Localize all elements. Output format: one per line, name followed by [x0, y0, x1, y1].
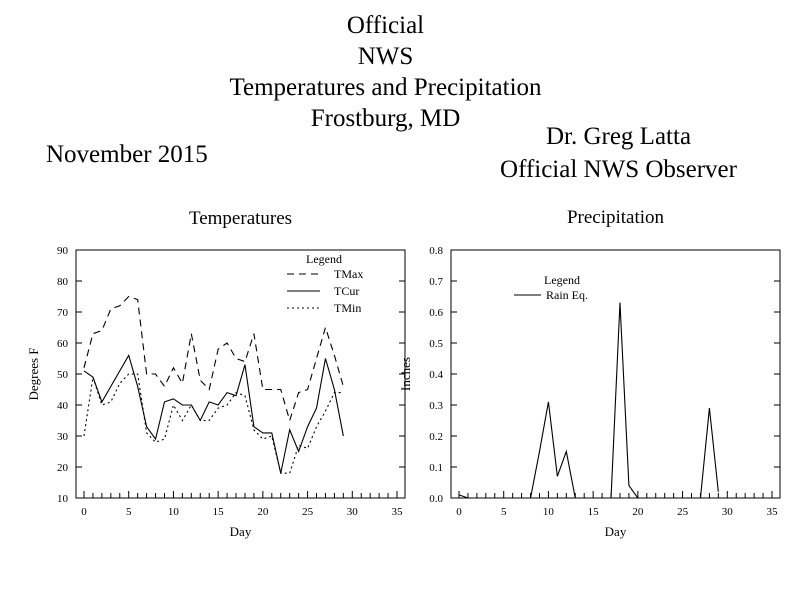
y-tick-label: 20: [57, 462, 69, 474]
x-tick-label: 5: [126, 506, 132, 518]
x-tick-label: 10: [168, 506, 180, 518]
x-tick-label: 25: [302, 506, 314, 518]
legend-label: TMax: [334, 267, 363, 281]
y-tick-label: 70: [57, 307, 69, 319]
legend-label: Rain Eq.: [546, 288, 588, 302]
x-tick-label: 20: [257, 506, 269, 518]
chart-title: Precipitation: [567, 207, 665, 228]
y-tick-label: 0.2: [429, 431, 443, 443]
x-tick-label: 20: [632, 506, 644, 518]
y-tick-label: 30: [57, 431, 69, 443]
y-tick-label: 0.5: [429, 338, 443, 350]
y-tick-label: 0.8: [429, 245, 443, 257]
series-line-tcur: [83, 354, 344, 474]
y-tick-label: 90: [57, 245, 69, 257]
observer-title: Official NWS Observer: [500, 156, 737, 183]
x-tick-label: 30: [722, 506, 734, 518]
legend-label: TMin: [334, 301, 361, 315]
observer-block: Dr. Greg Latta Official NWS Observer: [486, 120, 751, 186]
y-tick-label: 80: [57, 276, 69, 288]
header-title-block: Official NWS Temperatures and Precipitat…: [213, 10, 558, 134]
x-tick-label: 35: [767, 506, 779, 518]
y-tick-label: 50: [57, 369, 69, 381]
legend-title: Legend: [306, 252, 342, 266]
x-tick-label: 35: [392, 506, 404, 518]
x-tick-label: 10: [543, 506, 555, 518]
y-tick-label: 0.3: [429, 400, 443, 412]
x-tick-label: 0: [81, 506, 87, 518]
x-axis-label: Day: [605, 524, 627, 539]
y-tick-label: 0.4: [429, 369, 443, 381]
x-axis-label: Day: [230, 524, 252, 539]
x-tick-label: 30: [347, 506, 359, 518]
y-tick-label: 10: [57, 493, 69, 505]
x-tick-label: 5: [501, 506, 507, 518]
series-line-tmax: [83, 295, 344, 423]
observer-name: Dr. Greg Latta: [545, 123, 692, 150]
series-line-rain-eq-: [458, 302, 719, 499]
title-line-4: Frostburg, MD: [310, 105, 461, 132]
y-tick-label: 60: [57, 338, 69, 350]
legend-title: Legend: [544, 273, 580, 287]
x-tick-label: 15: [588, 506, 600, 518]
plot-frame: [450, 249, 781, 499]
y-tick-label: 0.6: [429, 307, 443, 319]
y-tick-label: 0.1: [429, 462, 443, 474]
chart-title: Temperatures: [189, 208, 292, 229]
series-line-tmin: [83, 373, 344, 474]
y-tick-label: 0.0: [429, 493, 443, 505]
legend-label: TCur: [334, 284, 359, 298]
y-tick-label: 0.7: [429, 276, 443, 288]
title-line-2: NWS: [357, 43, 414, 70]
y-tick-label: 40: [57, 400, 69, 412]
y-axis-label: Degrees F: [26, 347, 41, 400]
x-tick-label: 0: [456, 506, 462, 518]
x-tick-label: 25: [677, 506, 689, 518]
title-line-1: Official: [346, 12, 425, 39]
title-line-3: Temperatures and Precipitation: [229, 74, 542, 101]
y-axis-label: Inches: [398, 357, 413, 391]
month-label: November 2015: [46, 141, 208, 168]
x-tick-label: 15: [213, 506, 225, 518]
